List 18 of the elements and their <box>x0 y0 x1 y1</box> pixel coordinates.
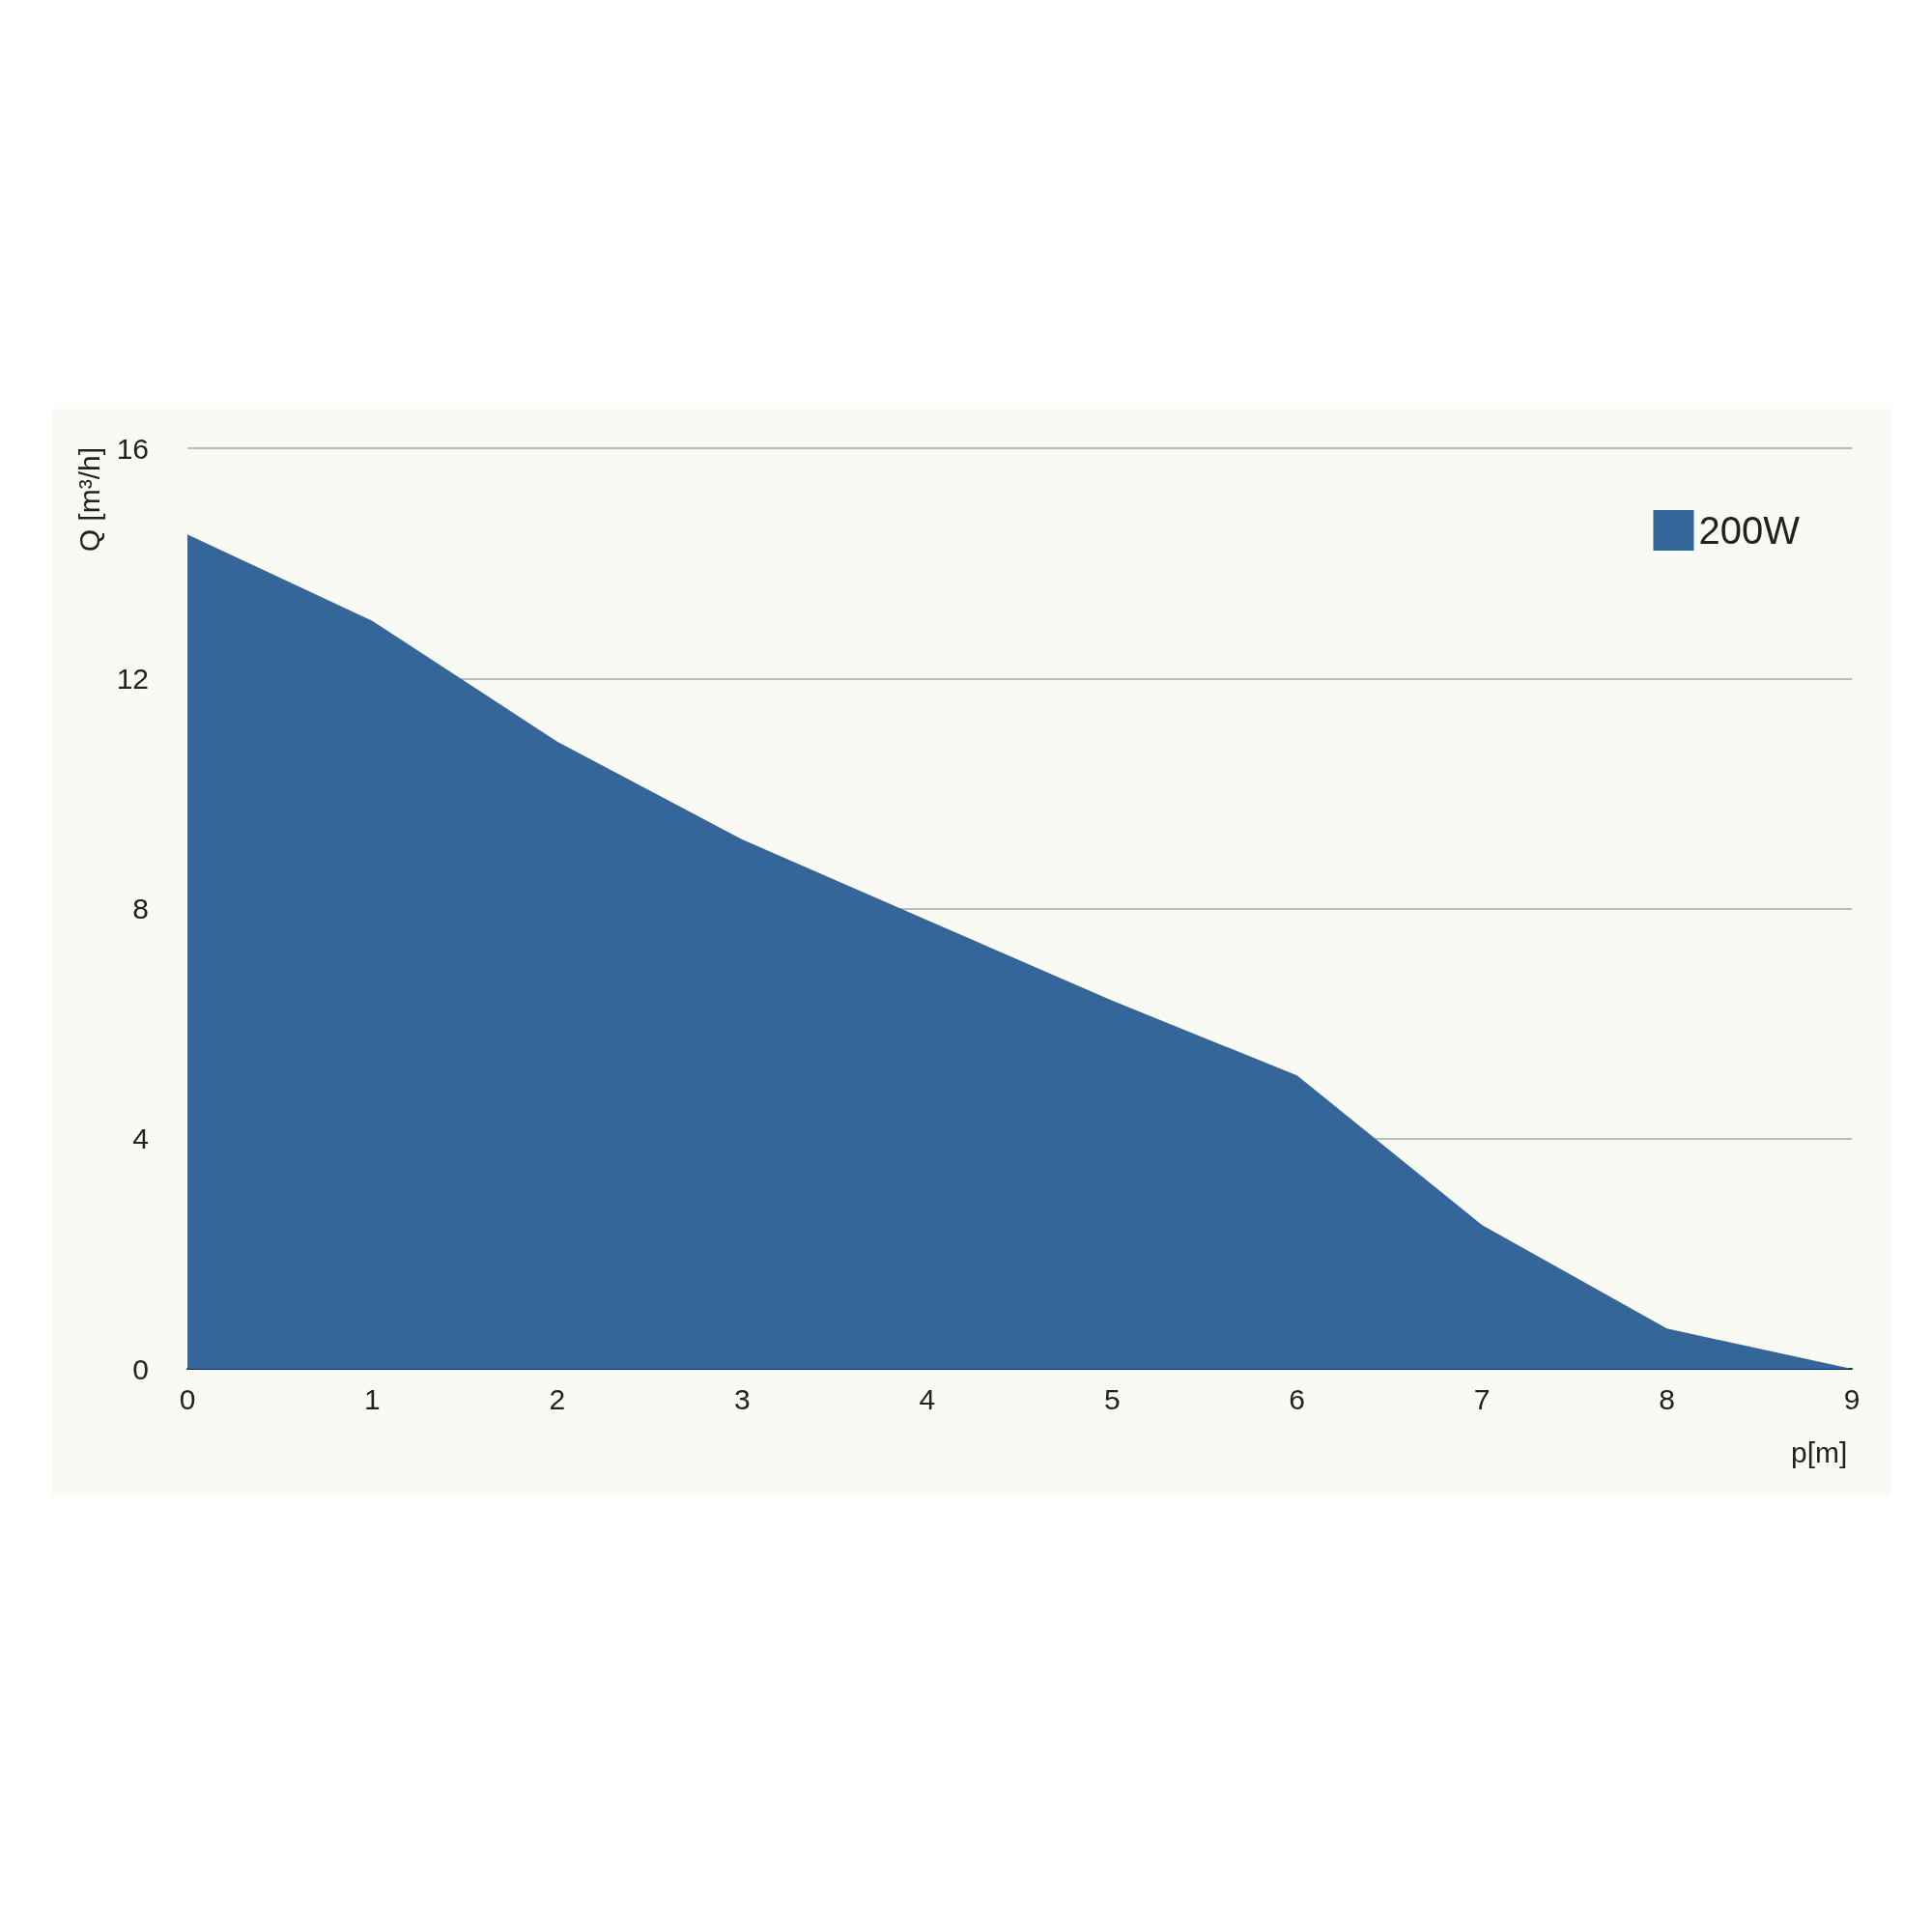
y-tick-label: 12 <box>116 662 149 695</box>
x-tick-label: 1 <box>364 1382 381 1415</box>
x-tick-label: 5 <box>1103 1382 1121 1415</box>
x-tick-label: 6 <box>1289 1382 1306 1415</box>
y-axis-title: Q [m³/h] <box>72 447 105 553</box>
x-tick-label: 9 <box>1843 1382 1861 1415</box>
x-tick-label: 8 <box>1659 1382 1675 1415</box>
x-tick-label: 7 <box>1473 1382 1491 1415</box>
y-tick-label: 8 <box>132 893 149 924</box>
y-tick-label: 4 <box>132 1122 149 1155</box>
y-tick-label: 0 <box>132 1352 149 1385</box>
x-tick-label: 3 <box>733 1382 751 1415</box>
y-tick-label: 16 <box>116 432 149 465</box>
legend-label: 200W <box>1698 509 1801 552</box>
x-tick-label: 4 <box>919 1382 936 1415</box>
x-axis-title: p[m] <box>1791 1435 1848 1468</box>
x-tick-label: 2 <box>549 1382 566 1415</box>
x-tick-label: 0 <box>179 1382 196 1415</box>
